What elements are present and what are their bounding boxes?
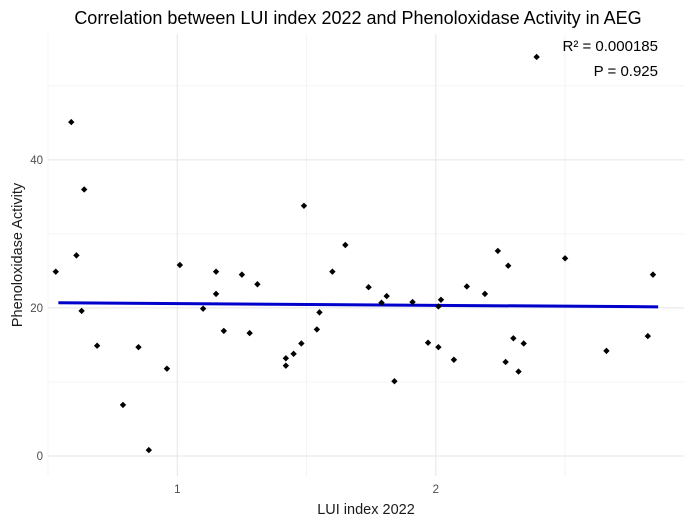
y-axis-title: Phenoloxidase Activity: [10, 182, 26, 327]
y-tick-label: 20: [30, 303, 43, 315]
data-point: [520, 340, 527, 347]
data-point: [424, 339, 432, 346]
data-point: [93, 342, 101, 349]
data-point: [603, 347, 610, 355]
data-point: [246, 329, 253, 337]
data-point: [383, 292, 390, 300]
data-point: [463, 283, 471, 290]
data-point: [533, 53, 540, 61]
data-point: [282, 355, 290, 362]
data-point: [199, 305, 207, 312]
data-point: [561, 255, 569, 262]
data-point: [298, 340, 305, 347]
x-tick-label: 2: [433, 484, 439, 496]
data-point: [365, 284, 372, 291]
data-point: [435, 303, 442, 310]
data-point: [212, 290, 220, 298]
data-point: [282, 362, 290, 369]
data-point: [504, 262, 512, 269]
data-point: [644, 332, 652, 340]
data-point: [502, 358, 509, 366]
data-point: [378, 299, 385, 306]
data-point: [176, 261, 184, 269]
data-point: [220, 327, 228, 335]
y-tick-label: 0: [37, 451, 43, 463]
data-point: [52, 268, 59, 275]
data-point: [437, 296, 445, 303]
data-point: [145, 446, 153, 454]
data-point: [329, 268, 336, 275]
data-point: [68, 118, 75, 126]
data-point: [313, 326, 321, 333]
data-point: [238, 271, 246, 278]
data-point: [391, 378, 398, 385]
x-tick-label: 1: [174, 484, 180, 496]
data-point: [316, 309, 323, 316]
grid: [47, 34, 684, 476]
data-point: [450, 356, 458, 363]
data-point: [649, 271, 657, 278]
data-point: [481, 290, 489, 298]
data-point: [212, 268, 220, 275]
data-points: [52, 53, 657, 454]
regression-line: [58, 301, 659, 309]
data-point: [342, 241, 349, 249]
data-point: [290, 350, 297, 358]
x-axis-title: LUI index 2022: [317, 502, 415, 518]
data-point: [300, 202, 308, 209]
data-point: [80, 186, 88, 193]
p-value-annotation: P = 0.925: [594, 63, 658, 80]
data-point: [510, 335, 517, 342]
chart-title: Correlation between LUI index 2022 and P…: [74, 8, 641, 28]
data-point: [435, 343, 442, 351]
data-point: [409, 298, 416, 306]
data-point: [135, 343, 142, 351]
data-point: [494, 247, 502, 255]
y-tick-label: 40: [30, 155, 43, 167]
r-squared-annotation: R² = 0.000185: [563, 38, 659, 55]
data-point: [163, 365, 171, 372]
data-point: [119, 401, 127, 409]
y-axis-ticks: 0 20 40: [30, 155, 43, 463]
data-point: [254, 281, 261, 288]
data-point: [73, 252, 80, 259]
data-point: [78, 307, 85, 315]
data-point: [515, 368, 522, 375]
